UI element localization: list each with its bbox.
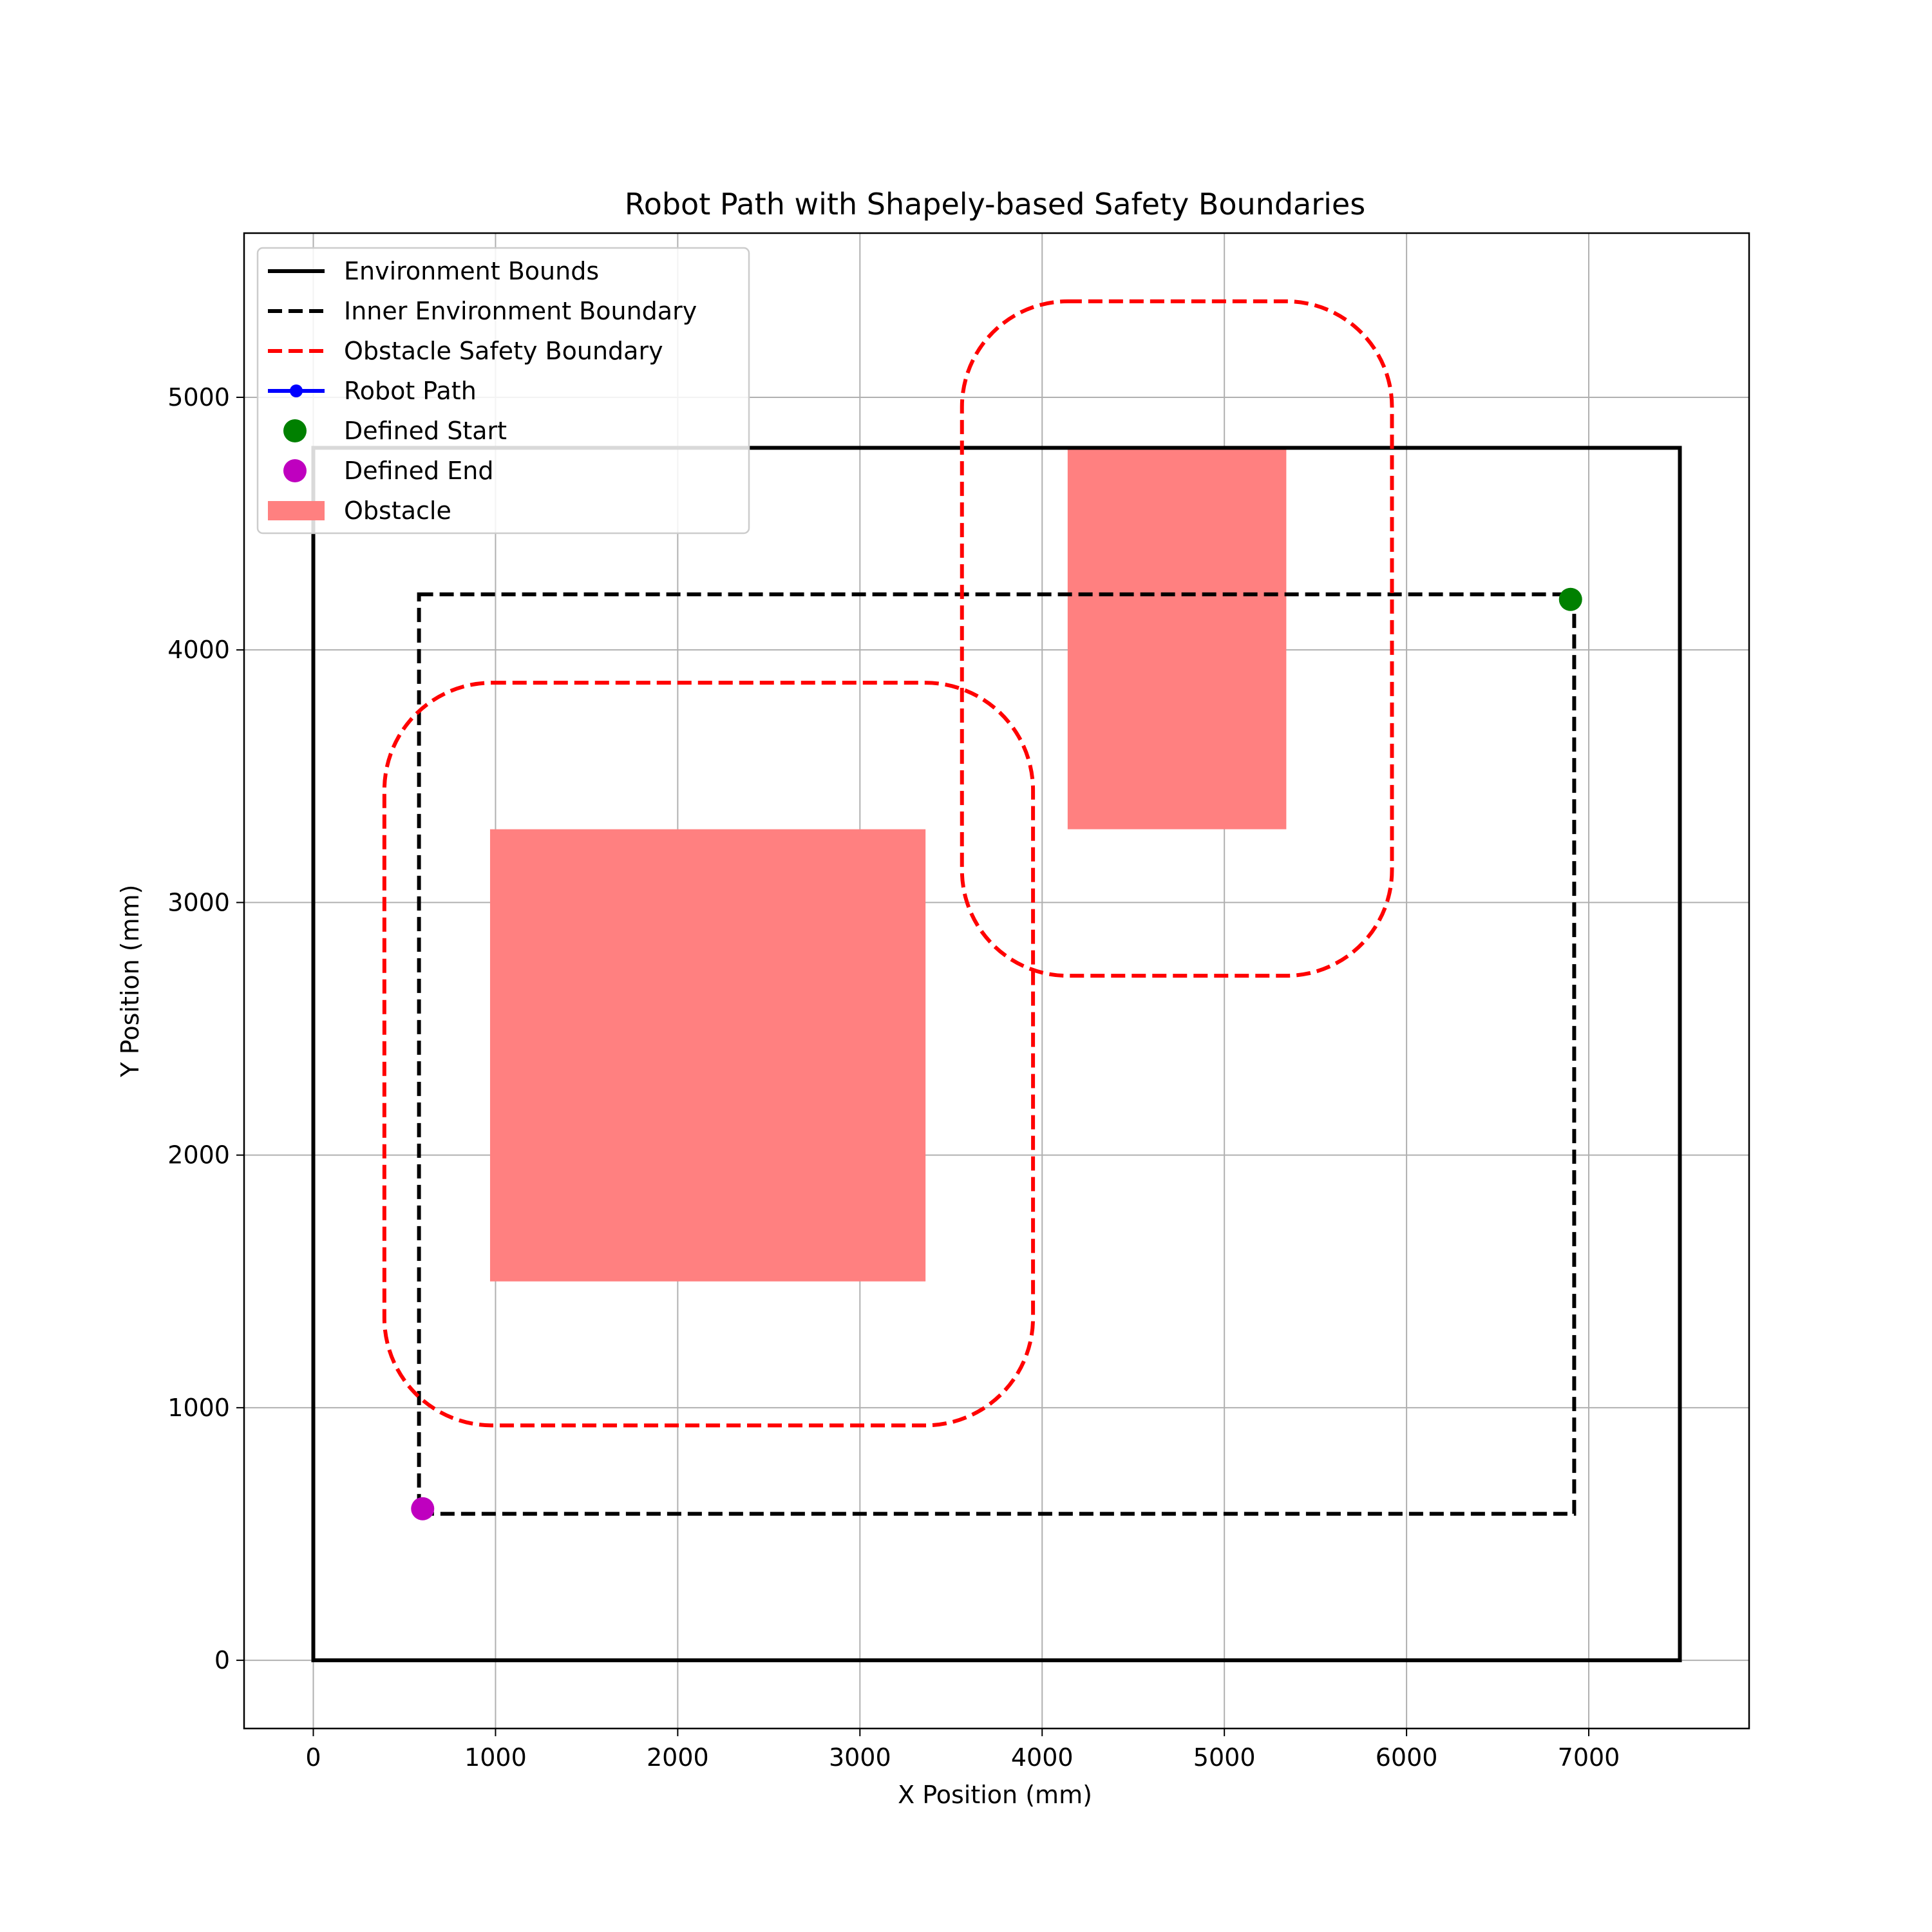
- y-tick-label: 0: [214, 1646, 230, 1674]
- x-axis: 0 1000 2000 3000 4000 5000 6000 7000: [305, 1728, 1620, 1772]
- y-tick-label: 4000: [167, 636, 230, 664]
- legend-entry-label: Inner Environment Boundary: [344, 297, 697, 325]
- y-tick-label: 2000: [167, 1141, 230, 1170]
- plot-area: [311, 299, 1682, 1663]
- x-tick-label: 4000: [1011, 1743, 1074, 1772]
- x-tick-label: 7000: [1558, 1743, 1620, 1772]
- axes-frame: [243, 232, 1750, 1730]
- legend-entry-label: Obstacle Safety Boundary: [344, 337, 663, 365]
- obstacle-safety-boundary: [960, 299, 1394, 978]
- obstacle: [1067, 448, 1287, 829]
- obstacle: [489, 829, 926, 1282]
- x-axis-label: X Position (mm): [898, 1781, 1092, 1809]
- y-tick-label: 1000: [167, 1394, 230, 1422]
- x-tick-label: 3000: [829, 1743, 891, 1772]
- inner-environment-boundary: [417, 592, 1577, 1516]
- y-tick-label: 3000: [167, 888, 230, 916]
- x-tick-label: 5000: [1193, 1743, 1256, 1772]
- defined-end-marker: [411, 1497, 435, 1520]
- obstacle-safety-boundary: [382, 681, 1036, 1428]
- x-tick-label: 1000: [464, 1743, 527, 1772]
- x-tick-label: 2000: [647, 1743, 709, 1772]
- legend-box: [256, 247, 750, 535]
- x-tick-label: 0: [305, 1743, 321, 1772]
- environment-bounds: [311, 446, 1682, 1663]
- defined-start-marker: [1558, 587, 1582, 611]
- x-tick-label: 6000: [1376, 1743, 1438, 1772]
- y-axis: 0 1000 2000 3000 4000 5000: [167, 383, 244, 1674]
- legend-swatch-patch: [268, 501, 325, 520]
- y-tick-label: 5000: [167, 383, 230, 412]
- legend-swatch-marker: [290, 384, 303, 397]
- legend-swatch-marker: [283, 419, 307, 442]
- legend-entry-label: Robot Path: [344, 377, 477, 405]
- chart-title: Robot Path with Shapely-based Safety Bou…: [625, 187, 1365, 222]
- legend: Environment Bounds Inner Environment Boun…: [256, 247, 750, 535]
- legend-entry-label: Defined Start: [344, 417, 507, 445]
- y-axis-label: Y Position (mm): [116, 884, 144, 1077]
- legend-entry-label: Defined End: [344, 457, 493, 485]
- legend-entry-label: Obstacle: [344, 497, 451, 525]
- legend-entry-label: Environment Bounds: [344, 257, 599, 285]
- legend-swatch-marker: [283, 459, 307, 482]
